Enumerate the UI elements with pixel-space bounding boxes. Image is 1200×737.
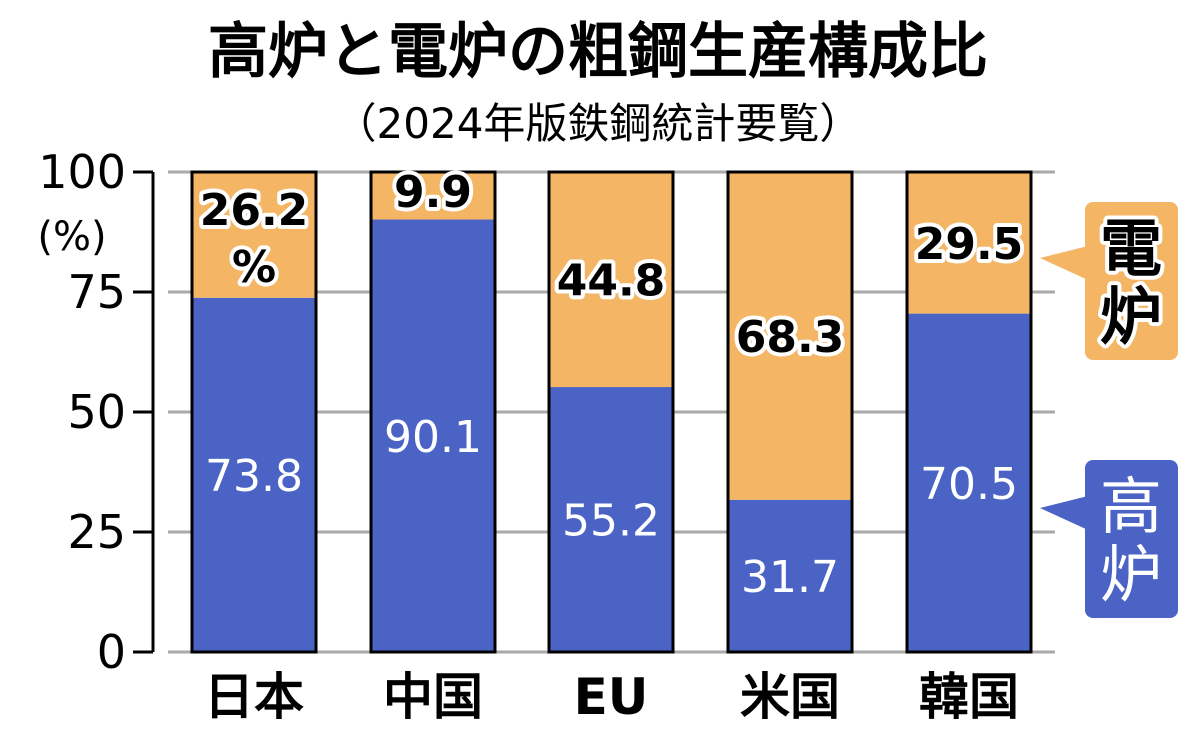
label-blast-furnace: 55.2 bbox=[562, 496, 660, 547]
bar-outline bbox=[726, 170, 854, 654]
bar-blast-furnace bbox=[549, 387, 673, 652]
legend-electric-furnace: 電炉 bbox=[1040, 202, 1178, 360]
bar-outline bbox=[190, 170, 318, 654]
label-unit: % bbox=[232, 242, 276, 293]
legend-box bbox=[1085, 460, 1178, 618]
label-electric-furnace: 9.9 bbox=[394, 167, 472, 218]
x-tick-label: 韓国 bbox=[919, 668, 1019, 726]
x-tick-label: 日本 bbox=[204, 668, 304, 726]
legend-label: 電 bbox=[1100, 212, 1162, 285]
label-blast-furnace: 70.5 bbox=[920, 459, 1018, 510]
label-blast-furnace: 73.8 bbox=[205, 451, 303, 502]
bar-electric-furnace bbox=[728, 172, 852, 500]
legend-box bbox=[1085, 202, 1178, 360]
legend-label: 炉 bbox=[1100, 280, 1162, 353]
bar-electric-furnace bbox=[192, 172, 316, 298]
bar-blast-furnace bbox=[192, 297, 316, 652]
bar-blast-furnace bbox=[728, 499, 852, 652]
label-electric-furnace: 44.8 bbox=[557, 256, 666, 307]
chart-subtitle: （2024年版鉄鋼統計要覧） bbox=[335, 99, 862, 148]
bar-electric-furnace bbox=[549, 172, 673, 388]
legend-pointer bbox=[1040, 246, 1088, 280]
chart-title: 高炉と電炉の粗鋼生産構成比 bbox=[208, 17, 988, 87]
label-electric-furnace: 68.3 bbox=[736, 312, 845, 363]
x-tick-label: 米国 bbox=[740, 668, 840, 726]
y-axis-unit: (%) bbox=[37, 214, 106, 260]
label-electric-furnace: 26.2 bbox=[200, 185, 309, 236]
bar-electric-furnace bbox=[907, 172, 1031, 314]
y-tick-label: 0 bbox=[97, 625, 126, 679]
bar-outline bbox=[547, 170, 675, 654]
label-blast-furnace: 90.1 bbox=[384, 412, 482, 463]
bar-outline bbox=[369, 170, 497, 654]
legend-label: 高 bbox=[1100, 470, 1162, 543]
legend-label: 炉 bbox=[1100, 538, 1162, 611]
bar-electric-furnace bbox=[371, 172, 495, 220]
label-blast-furnace: 31.7 bbox=[741, 552, 839, 603]
bar-blast-furnace bbox=[907, 313, 1031, 652]
y-tick-label: 25 bbox=[67, 505, 126, 559]
bar-blast-furnace bbox=[371, 219, 495, 652]
legend-blast-furnace: 高炉 bbox=[1040, 460, 1178, 618]
y-tick-label: 50 bbox=[67, 385, 126, 439]
x-tick-label: EU bbox=[574, 668, 649, 726]
y-tick-label: 100 bbox=[38, 145, 126, 199]
label-electric-furnace: 29.5 bbox=[915, 219, 1024, 270]
y-tick-label: 75 bbox=[67, 265, 126, 319]
legend-pointer bbox=[1040, 496, 1088, 530]
bar-outline bbox=[905, 170, 1033, 654]
x-tick-label: 中国 bbox=[383, 668, 483, 726]
